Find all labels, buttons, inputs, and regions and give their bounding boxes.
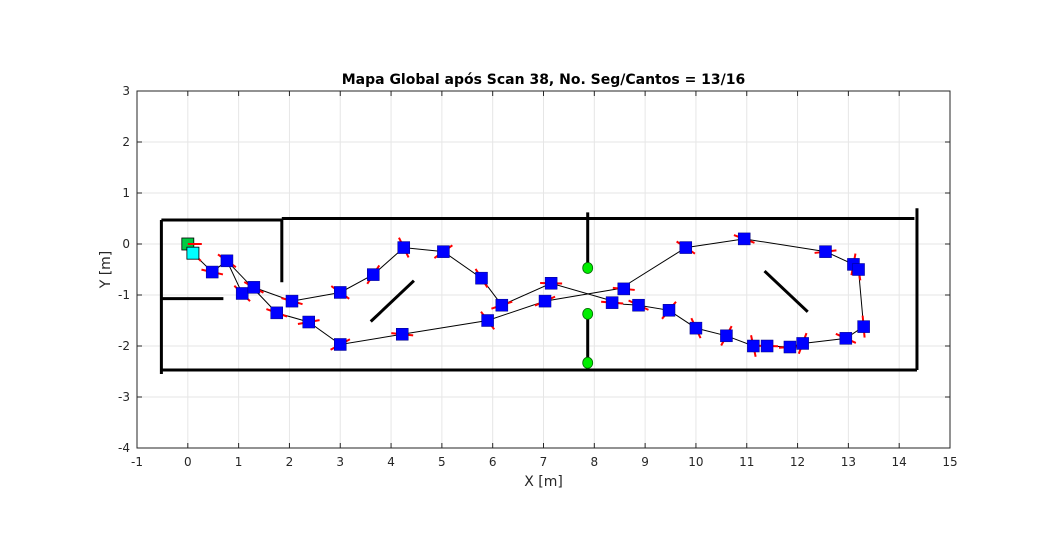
x-tick-label: 3 (336, 455, 344, 469)
pose-marker (475, 271, 488, 285)
y-tick-label: -4 (118, 441, 130, 455)
x-tick-label: 2 (286, 455, 294, 469)
pose-marker (720, 329, 733, 343)
y-tick-label: 0 (122, 237, 130, 251)
pose-marker (235, 287, 249, 300)
start-current-markers (181, 237, 202, 260)
x-tick-label: -1 (131, 455, 143, 469)
pose-marker (737, 232, 751, 246)
x-axis-label: X [m] (524, 474, 563, 490)
x-tick-label: 5 (438, 455, 446, 469)
x-tick-label: 1 (235, 455, 243, 469)
pose-marker (285, 294, 299, 308)
pose-marker (617, 282, 631, 296)
x-tick-label: 4 (387, 455, 395, 469)
pose-marker (679, 241, 693, 254)
pose-marker (605, 296, 619, 309)
pose-marker (662, 304, 676, 317)
x-tick-label: 12 (790, 455, 805, 469)
wall-segment (763, 269, 809, 313)
pose-marker (857, 320, 870, 333)
x-tick-label: 6 (489, 455, 497, 469)
y-axis-label: Y [m] (98, 251, 114, 290)
x-tick-label: 9 (641, 455, 649, 469)
pose-marker (819, 245, 832, 258)
x-tick-label: 13 (841, 455, 856, 469)
wall-segment (369, 279, 415, 323)
pose-marker (270, 306, 283, 320)
pose-marker (544, 277, 558, 290)
pose-marker (783, 340, 797, 354)
y-tick-label: 3 (122, 84, 130, 98)
x-tick-label: 7 (540, 455, 548, 469)
pose-marker (302, 315, 315, 329)
x-tick-label: 8 (590, 455, 598, 469)
y-tick-label: 1 (122, 186, 130, 200)
pose-marker (395, 328, 409, 341)
pose-marker (689, 321, 703, 335)
pose-marker (247, 281, 261, 294)
x-tick-label: 10 (688, 455, 703, 469)
pose-marker (334, 338, 347, 351)
pose-marker (205, 265, 219, 279)
walls (159, 208, 919, 375)
x-tick-label: 0 (184, 455, 192, 469)
trajectory-line (187, 238, 865, 348)
landmark-marker (582, 262, 594, 274)
pose-marker (495, 298, 509, 312)
x-tick-label: 11 (739, 455, 754, 469)
landmark-marker (582, 356, 594, 369)
y-tick-label: -3 (118, 390, 130, 404)
current-marker (186, 246, 200, 260)
landmark-markers (582, 262, 594, 369)
pose-markers (186, 232, 870, 354)
pose-marker (796, 337, 809, 350)
landmark-marker (582, 307, 594, 320)
x-tick-label: 14 (892, 455, 907, 469)
pose-marker (760, 339, 774, 353)
y-tick-label: 2 (122, 135, 130, 149)
pose-marker (632, 298, 645, 312)
pose-marker (367, 268, 380, 281)
pose-marker (397, 241, 411, 254)
y-tick-label: -1 (118, 288, 130, 302)
y-tick-label: -2 (118, 339, 130, 353)
chart-title: Mapa Global após Scan 38, No. Seg/Cantos… (342, 72, 746, 88)
pose-marker (334, 286, 347, 299)
pose-marker (839, 332, 853, 345)
pose-marker (437, 245, 450, 258)
pose-marker (852, 263, 865, 276)
x-tick-label: 15 (942, 455, 957, 469)
pose-marker (481, 314, 494, 327)
trajectory (187, 238, 865, 348)
pose-marker (747, 339, 760, 353)
pose-marker (538, 294, 552, 308)
pose-marker (220, 254, 234, 268)
